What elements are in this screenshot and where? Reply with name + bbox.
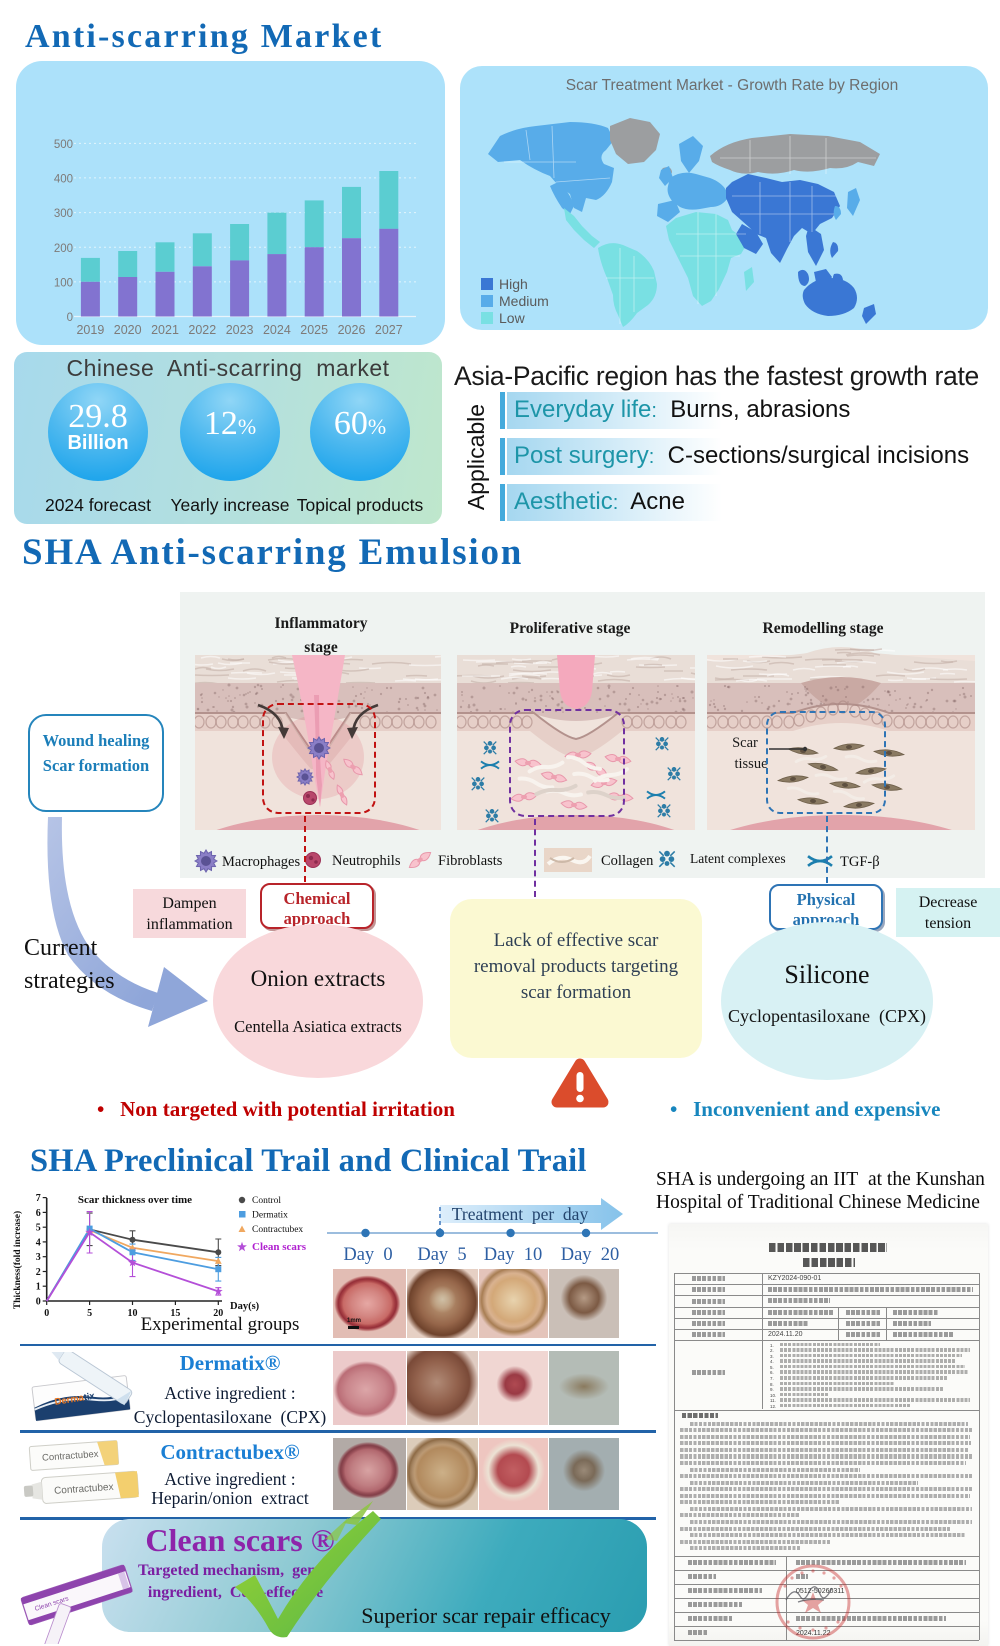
- svg-text:2: 2: [36, 1267, 41, 1278]
- svg-text:Day 0: Day 0: [343, 1245, 392, 1265]
- svg-text:Contractubex: Contractubex: [54, 1482, 114, 1497]
- svg-text:2021: 2021: [151, 323, 179, 337]
- svg-text:500: 500: [54, 139, 73, 151]
- svg-text:Macrophages: Macrophages: [222, 854, 300, 870]
- svg-text:Clean scars: Clean scars: [252, 1241, 307, 1253]
- svg-text:Collagen: Collagen: [601, 853, 654, 869]
- svg-text:15: 15: [170, 1308, 180, 1319]
- svg-text:Day 10: Day 10: [484, 1245, 543, 1265]
- svg-text:400: 400: [54, 174, 73, 186]
- svg-text:Treatment per day: Treatment per day: [452, 1204, 589, 1224]
- svg-text:Scar thickness over time: Scar thickness over time: [78, 1194, 192, 1206]
- svg-text:Day 5: Day 5: [417, 1245, 466, 1265]
- svg-text:Medium: Medium: [499, 293, 549, 309]
- svg-text:2023: 2023: [226, 323, 254, 337]
- svg-text:2019: 2019: [76, 323, 104, 337]
- svg-text:2027: 2027: [375, 323, 403, 337]
- svg-text:Contractubex: Contractubex: [42, 1449, 99, 1464]
- svg-text:7: 7: [36, 1193, 41, 1204]
- svg-text:Neutrophils: Neutrophils: [332, 853, 401, 869]
- svg-text:Fibroblasts: Fibroblasts: [438, 853, 503, 869]
- svg-text:20: 20: [213, 1308, 223, 1319]
- svg-text:2022: 2022: [188, 323, 216, 337]
- svg-text:Thickness(fold increase): Thickness(fold increase): [12, 1211, 23, 1309]
- svg-text:0: 0: [44, 1308, 49, 1319]
- svg-text:Day(s): Day(s): [230, 1301, 260, 1312]
- svg-text:5: 5: [36, 1223, 41, 1234]
- svg-text:1: 1: [36, 1282, 41, 1293]
- svg-text:2020: 2020: [114, 323, 142, 337]
- svg-text:Control: Control: [252, 1196, 281, 1206]
- svg-text:2026: 2026: [338, 323, 366, 337]
- svg-text:Dermatix: Dermatix: [252, 1211, 288, 1221]
- svg-text:High: High: [499, 276, 528, 292]
- svg-text:0: 0: [67, 312, 73, 324]
- svg-text:200: 200: [54, 243, 73, 255]
- svg-text:tissue: tissue: [734, 756, 767, 772]
- svg-text:Low: Low: [499, 310, 526, 326]
- svg-text:Day 20: Day 20: [561, 1245, 620, 1265]
- svg-text:0: 0: [36, 1297, 41, 1308]
- svg-text:Contractubex: Contractubex: [252, 1225, 303, 1235]
- svg-text:2025: 2025: [300, 323, 328, 337]
- svg-text:3: 3: [36, 1252, 41, 1263]
- svg-text:TGF-β: TGF-β: [840, 854, 880, 870]
- svg-text:10: 10: [128, 1308, 138, 1319]
- svg-text:2024: 2024: [263, 323, 291, 337]
- svg-text:4: 4: [36, 1237, 41, 1248]
- svg-text:100: 100: [54, 277, 73, 289]
- svg-text:Scar Treatment Market - Growth: Scar Treatment Market - Growth Rate by R…: [566, 77, 899, 94]
- svg-text:Latent complexes: Latent complexes: [690, 851, 786, 866]
- svg-text:300: 300: [54, 208, 73, 220]
- svg-text:Scar: Scar: [732, 735, 758, 751]
- svg-text:5: 5: [87, 1308, 92, 1319]
- svg-text:6: 6: [36, 1208, 41, 1219]
